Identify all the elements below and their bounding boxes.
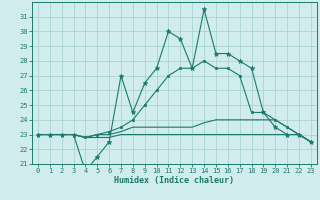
X-axis label: Humidex (Indice chaleur): Humidex (Indice chaleur) [115, 176, 234, 185]
